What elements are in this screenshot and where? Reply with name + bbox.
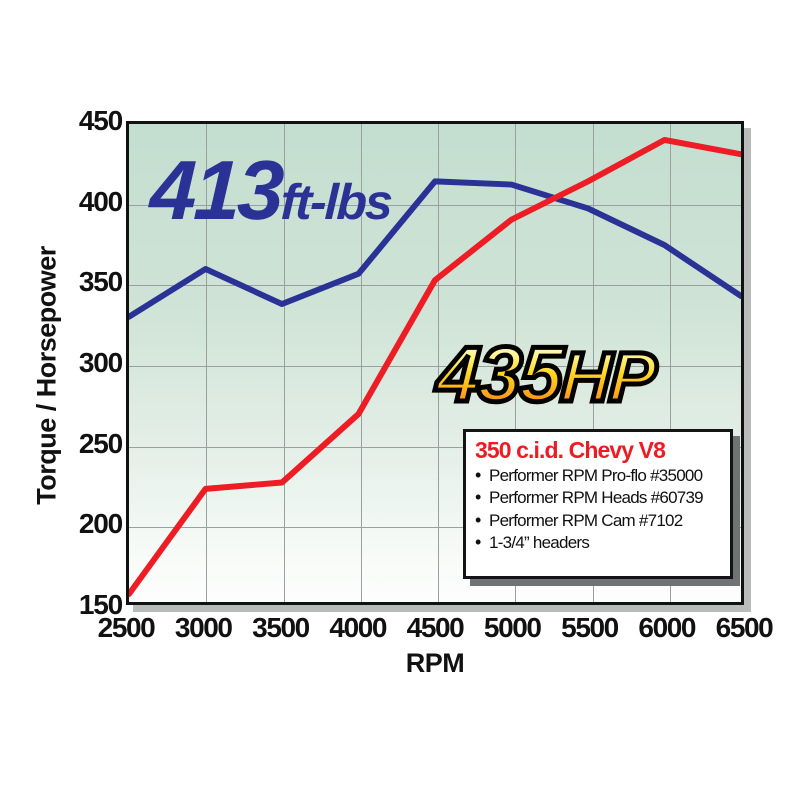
gridline-vertical: [438, 124, 439, 602]
x-tick-label: 2500: [97, 612, 156, 643]
torque-callout: 413ft-lbs: [148, 143, 393, 237]
x-tick-label: 6500: [715, 612, 774, 643]
spec-box-list: Performer RPM Pro-flo #35000Performer RP…: [475, 464, 721, 556]
x-tick-label: 5000: [483, 612, 542, 643]
y-tick-label: 450: [78, 105, 123, 136]
y-tick-label: 200: [78, 508, 123, 540]
x-axis-tick-labels: 2500 3000 3500 4000 4500 5000 5500 6000 6500: [98, 612, 774, 652]
horsepower-callout-value: 435: [432, 328, 566, 421]
horsepower-callout-unit: HP: [556, 336, 658, 419]
gridline-vertical: [669, 124, 671, 602]
spec-box-title: 350 c.i.d. Chevy V8: [475, 437, 666, 463]
gridline-vertical: [360, 124, 362, 602]
x-tick-label: 4000: [329, 612, 387, 643]
series-lines: [129, 136, 741, 597]
spec-list-item: Performer RPM Cam #7102: [475, 509, 721, 533]
gridline-vertical: [515, 124, 517, 602]
gridline-vertical: [592, 124, 594, 602]
torque-callout-unit: ft-lbs: [279, 174, 392, 230]
y-tick-label: 350: [78, 266, 123, 298]
x-tick-label: 5500: [561, 612, 619, 643]
x-tick-label: 3000: [174, 612, 233, 643]
spec-list-item: Performer RPM Pro-flo #35000: [475, 464, 721, 488]
gridline-horizontal: [129, 446, 741, 448]
x-tick-label: 4500: [406, 612, 465, 643]
x-axis-title: RPM: [405, 648, 465, 678]
y-tick-label: 150: [78, 589, 123, 620]
y-tick-label: 250: [78, 427, 123, 459]
spec-box: 350 c.i.d. Chevy V8 Performer RPM Pro-fl…: [463, 429, 733, 579]
gridline-vertical: [283, 124, 285, 602]
spec-list-item: Performer RPM Heads #60739: [475, 486, 721, 510]
gridline-horizontal: [129, 366, 741, 367]
gridline-horizontal: [129, 204, 741, 206]
series-line: [129, 178, 741, 320]
torque-callout-value: 413: [148, 143, 283, 237]
gridline-horizontal: [129, 527, 741, 529]
gridline-vertical: [206, 124, 208, 602]
x-tick-label: 6000: [638, 612, 696, 643]
y-tick-label: 300: [78, 347, 123, 378]
y-axis-tick-labels: 450 400 350 300 250 200 150: [56, 105, 123, 620]
horsepower-callout: 435HP: [432, 328, 659, 421]
x-tick-label: 3500: [252, 612, 310, 643]
spec-list-item: 1-3/4” headers: [475, 531, 721, 555]
series-line: [129, 136, 741, 597]
y-tick-label: 400: [78, 185, 123, 217]
